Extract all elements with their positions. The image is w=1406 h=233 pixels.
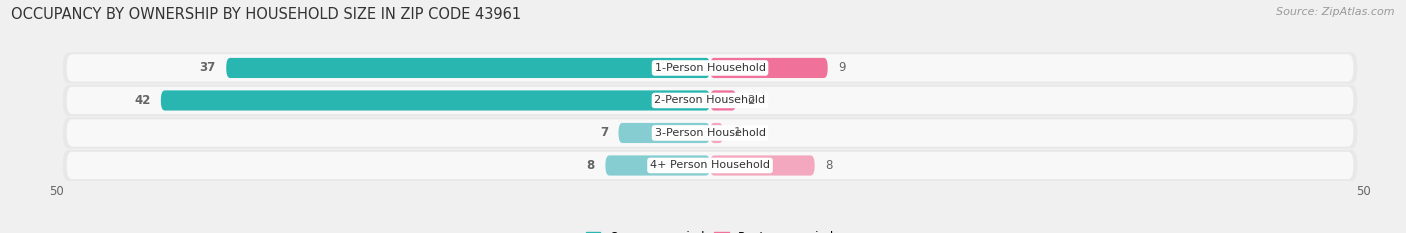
FancyBboxPatch shape	[606, 155, 710, 175]
Text: 8: 8	[825, 159, 832, 172]
Text: 3-Person Household: 3-Person Household	[655, 128, 765, 138]
Text: 37: 37	[200, 62, 215, 75]
Text: 1-Person Household: 1-Person Household	[655, 63, 765, 73]
Text: 2: 2	[747, 94, 754, 107]
FancyBboxPatch shape	[710, 155, 814, 175]
FancyBboxPatch shape	[619, 123, 710, 143]
FancyBboxPatch shape	[63, 117, 1357, 149]
Text: 42: 42	[134, 94, 150, 107]
FancyBboxPatch shape	[66, 152, 1354, 179]
FancyBboxPatch shape	[63, 85, 1357, 116]
Text: 4+ Person Household: 4+ Person Household	[650, 161, 770, 171]
Text: 7: 7	[600, 127, 607, 140]
FancyBboxPatch shape	[63, 150, 1357, 181]
Text: 1: 1	[734, 127, 741, 140]
Text: Source: ZipAtlas.com: Source: ZipAtlas.com	[1277, 7, 1395, 17]
FancyBboxPatch shape	[710, 123, 723, 143]
FancyBboxPatch shape	[710, 58, 828, 78]
Text: 8: 8	[586, 159, 595, 172]
Text: 2-Person Household: 2-Person Household	[654, 96, 766, 106]
FancyBboxPatch shape	[66, 87, 1354, 114]
FancyBboxPatch shape	[63, 52, 1357, 84]
Legend: Owner-occupied, Renter-occupied: Owner-occupied, Renter-occupied	[581, 226, 839, 233]
FancyBboxPatch shape	[66, 54, 1354, 82]
Text: OCCUPANCY BY OWNERSHIP BY HOUSEHOLD SIZE IN ZIP CODE 43961: OCCUPANCY BY OWNERSHIP BY HOUSEHOLD SIZE…	[11, 7, 522, 22]
FancyBboxPatch shape	[66, 119, 1354, 147]
FancyBboxPatch shape	[160, 90, 710, 110]
FancyBboxPatch shape	[710, 90, 737, 110]
FancyBboxPatch shape	[226, 58, 710, 78]
Text: 9: 9	[838, 62, 845, 75]
